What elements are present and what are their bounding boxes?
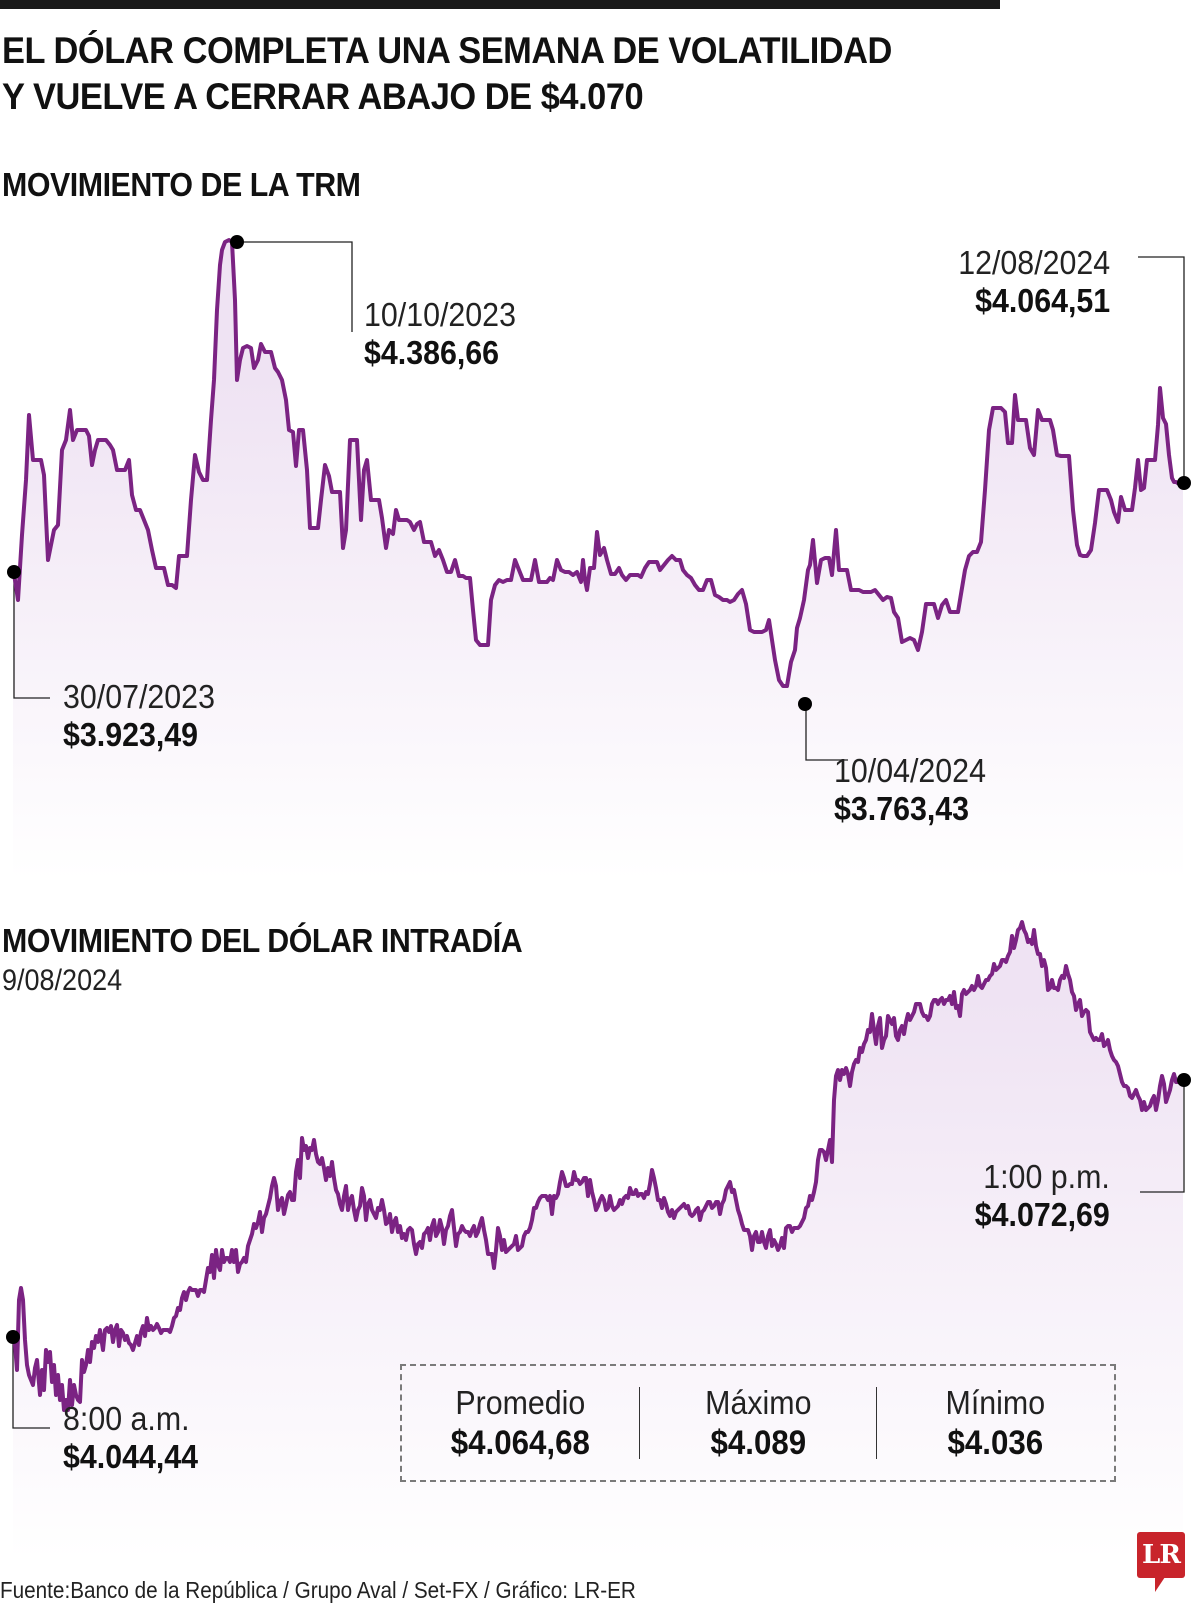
marker-dot: [1177, 476, 1191, 490]
trm-section-title: MOVIMIENTO DE LA TRM: [2, 166, 361, 203]
trm-area-chart: [7, 235, 1191, 880]
marker-dot: [1177, 1073, 1191, 1087]
stat-divider: [638, 1387, 640, 1459]
top-rule: [0, 0, 1000, 9]
trm-min-annotation: 10/04/2024 $3.763,43: [834, 752, 986, 828]
stat-promedio-value: $4.064,68: [450, 1424, 590, 1462]
source-footer: Fuente:Banco de la República / Grupo Ava…: [0, 1577, 636, 1603]
intraday-start-annotation: 8:00 a.m. $4.044,44: [63, 1400, 198, 1476]
intraday-area-chart: [6, 920, 1191, 1560]
area-fill: [13, 922, 1183, 1560]
headline: EL DÓLAR COMPLETA UNA SEMANA DE VOLATILI…: [2, 28, 892, 120]
leader-line: [805, 704, 848, 761]
intraday-start-value: $4.044,44: [63, 1438, 199, 1475]
trm-max-value: $4.386,66: [364, 334, 500, 371]
stat-maximo-value: $4.089: [710, 1424, 806, 1462]
stat-maximo-label: Máximo: [704, 1384, 812, 1421]
intraday-section-title: MOVIMIENTO DEL DÓLAR INTRADÍA: [2, 922, 523, 959]
trm-start-annotation: 30/07/2023 $3.923,49: [63, 678, 215, 754]
trm-end-date: 12/08/2024: [958, 244, 1110, 281]
trm-min-date: 10/04/2024: [834, 752, 986, 789]
marker-dot: [798, 697, 812, 711]
headline-line-2: Y VUELVE A CERRAR ABAJO DE $4.070: [2, 76, 644, 117]
stat-maximo: Máximo $4.089: [640, 1383, 877, 1463]
stat-minimo: Mínimo $4.036: [877, 1383, 1114, 1463]
marker-dot: [6, 1330, 20, 1344]
stat-minimo-value: $4.036: [947, 1424, 1044, 1462]
trm-max-annotation: 10/10/2023 $4.386,66: [364, 296, 516, 372]
trm-max-date: 10/10/2023: [364, 296, 516, 333]
trm-end-annotation: 12/08/2024 $4.064,51: [958, 244, 1110, 320]
leader-line: [12, 1337, 50, 1429]
trm-start-date: 30/07/2023: [63, 678, 215, 715]
series-line: [11, 920, 1185, 1412]
marker-dot: [230, 235, 244, 249]
headline-line-1: EL DÓLAR COMPLETA UNA SEMANA DE VOLATILI…: [2, 30, 892, 71]
trm-end-value: $4.064,51: [974, 282, 1110, 319]
stat-promedio: Promedio $4.064,68: [402, 1383, 639, 1463]
leader-line: [13, 572, 50, 699]
intraday-stats-box: Promedio $4.064,68 Máximo $4.089 Mínimo …: [400, 1364, 1116, 1482]
trm-min-value: $3.763,43: [834, 790, 970, 827]
intraday-end-value: $4.072,69: [974, 1196, 1110, 1233]
trm-start-value: $3.923,49: [63, 716, 199, 753]
stat-divider: [876, 1387, 878, 1459]
area-fill: [13, 240, 1183, 880]
intraday-start-time: 8:00 a.m.: [63, 1400, 190, 1437]
leader-line: [1140, 1080, 1185, 1193]
stat-minimo-label: Mínimo: [945, 1384, 1046, 1421]
leader-line: [1138, 256, 1185, 484]
intraday-end-time: 1:00 p.m.: [983, 1158, 1110, 1195]
leader-line: [236, 241, 353, 332]
lr-logo-icon: LR: [1137, 1532, 1185, 1592]
intraday-end-annotation: 1:00 p.m. $4.072,69: [975, 1158, 1110, 1234]
series-line: [11, 238, 1183, 688]
intraday-date: 9/08/2024: [2, 964, 123, 997]
marker-dot: [7, 565, 21, 579]
stat-promedio-label: Promedio: [455, 1384, 586, 1421]
